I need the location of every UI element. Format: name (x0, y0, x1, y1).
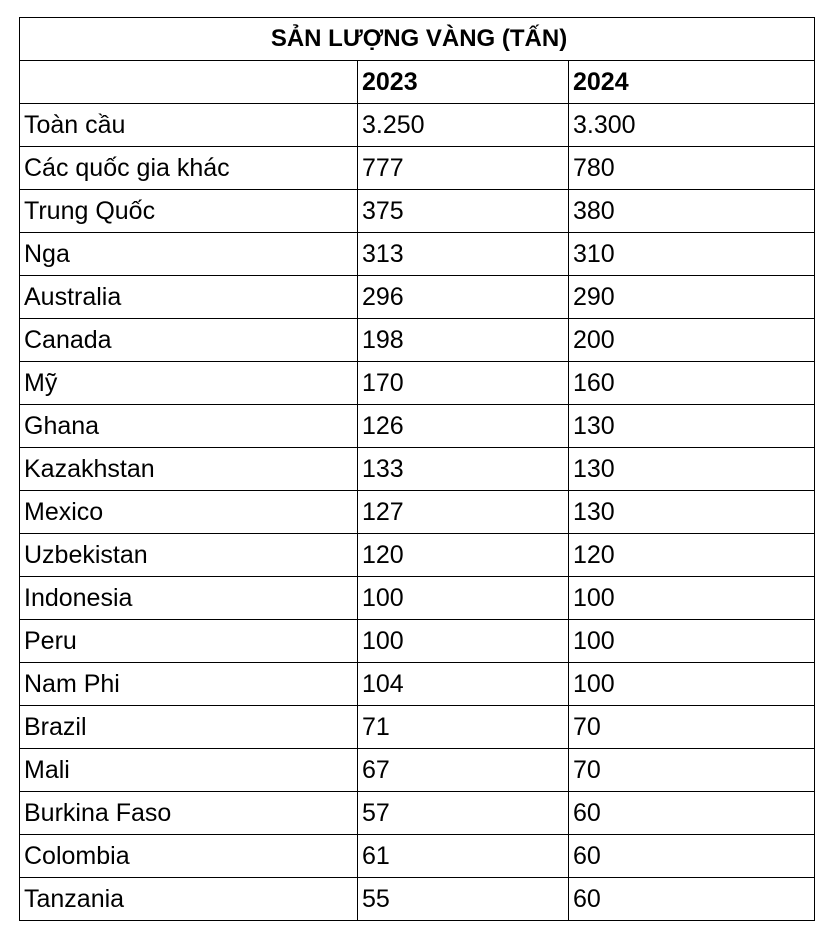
value-cell: 200 (567, 318, 816, 362)
title-row: SẢN LƯỢNG VÀNG (TẤN) (18, 17, 816, 61)
value-cell: 71 (357, 705, 569, 749)
value-cell: 120 (567, 533, 816, 577)
country-cell: Uzbekistan (19, 533, 358, 577)
header-row: 2023 2024 (19, 60, 816, 104)
table-row: Burkina Faso 57 60 (19, 791, 816, 835)
value-cell: 130 (567, 404, 816, 448)
table-row: Ghana 126 130 (19, 404, 816, 448)
value-cell: 70 (567, 705, 816, 749)
country-cell: Mali (19, 748, 358, 792)
table-row: Mali 67 70 (19, 748, 816, 792)
value-cell: 100 (567, 619, 816, 663)
country-cell: Kazakhstan (19, 447, 358, 491)
value-cell: 104 (357, 662, 569, 706)
value-cell: 127 (357, 490, 569, 534)
value-cell: 60 (567, 791, 816, 835)
country-cell: Tanzania (19, 877, 358, 921)
value-cell: 313 (357, 232, 569, 276)
table-row: Australia 296 290 (19, 275, 816, 319)
header-cell: 2023 (357, 60, 569, 104)
country-cell: Các quốc gia khác (19, 146, 358, 190)
value-cell: 70 (567, 748, 816, 792)
country-cell: Indonesia (19, 576, 358, 620)
table-row: Indonesia 100 100 (19, 576, 816, 620)
country-cell: Peru (19, 619, 358, 663)
value-cell: 310 (567, 232, 816, 276)
table-row: Trung Quốc 375 380 (19, 189, 816, 233)
value-cell: 100 (357, 619, 569, 663)
table-row: Uzbekistan 120 120 (19, 533, 816, 577)
value-cell: 170 (357, 361, 569, 405)
table-row: Nga 313 310 (19, 232, 816, 276)
country-cell: Toàn cầu (19, 103, 358, 147)
table-row: Peru 100 100 (19, 619, 816, 663)
table-row: Mỹ 170 160 (19, 361, 816, 405)
table-row: Kazakhstan 133 130 (19, 447, 816, 491)
value-cell: 100 (567, 662, 816, 706)
value-cell: 60 (567, 877, 816, 921)
country-cell: Trung Quốc (19, 189, 358, 233)
value-cell: 777 (357, 146, 569, 190)
country-cell: Nga (19, 232, 358, 276)
country-cell: Colombia (19, 834, 358, 878)
value-cell: 55 (357, 877, 569, 921)
header-cell: 2024 (567, 60, 816, 104)
value-cell: 120 (357, 533, 569, 577)
table-row: Các quốc gia khác 777 780 (19, 146, 816, 190)
table-row: Tanzania 55 60 (19, 877, 816, 921)
country-cell: Mỹ (19, 361, 358, 405)
value-cell: 3.300 (567, 103, 816, 147)
table-row: Nam Phi 104 100 (19, 662, 816, 706)
table-row: Toàn cầu 3.250 3.300 (19, 103, 816, 147)
value-cell: 375 (357, 189, 569, 233)
value-cell: 198 (357, 318, 569, 362)
value-cell: 133 (357, 447, 569, 491)
country-cell: Mexico (19, 490, 358, 534)
value-cell: 160 (567, 361, 816, 405)
value-cell: 3.250 (357, 103, 569, 147)
value-cell: 67 (357, 748, 569, 792)
value-cell: 130 (567, 490, 816, 534)
header-cell (19, 60, 358, 104)
country-cell: Canada (19, 318, 358, 362)
country-cell: Australia (19, 275, 358, 319)
value-cell: 380 (567, 189, 816, 233)
value-cell: 126 (357, 404, 569, 448)
value-cell: 290 (567, 275, 816, 319)
value-cell: 780 (567, 146, 816, 190)
country-cell: Ghana (19, 404, 358, 448)
value-cell: 130 (567, 447, 816, 491)
table-row: Canada 198 200 (19, 318, 816, 362)
table-row: Mexico 127 130 (19, 490, 816, 534)
gold-output-table: SẢN LƯỢNG VÀNG (TẤN) 2023 2024 Toàn cầu 3.… (18, 17, 816, 921)
value-cell: 57 (357, 791, 569, 835)
table-row: Brazil 71 70 (19, 705, 816, 749)
country-cell: Nam Phi (19, 662, 358, 706)
value-cell: 60 (567, 834, 816, 878)
value-cell: 296 (357, 275, 569, 319)
country-cell: Burkina Faso (19, 791, 358, 835)
table-row: Colombia 61 60 (19, 834, 816, 878)
value-cell: 100 (567, 576, 816, 620)
table-title: SẢN LƯỢNG VÀNG (TẤN) (18, 17, 816, 61)
country-cell: Brazil (19, 705, 358, 749)
value-cell: 100 (357, 576, 569, 620)
table-body: SẢN LƯỢNG VÀNG (TẤN) 2023 2024 Toàn cầu 3.… (18, 17, 816, 921)
value-cell: 61 (357, 834, 569, 878)
